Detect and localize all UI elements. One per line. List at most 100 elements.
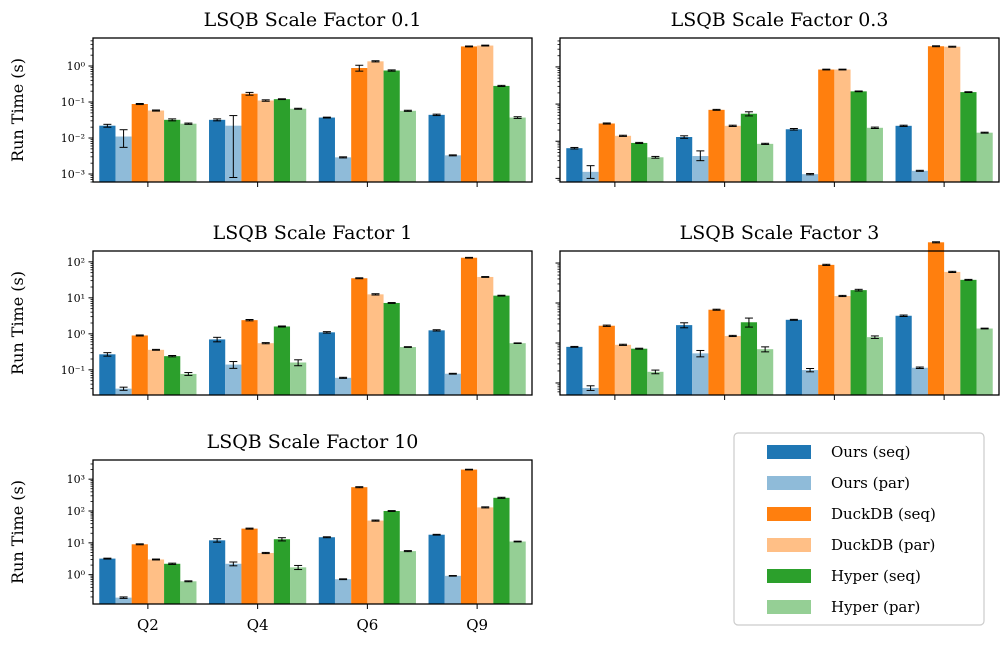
legend-swatch [767,507,811,521]
bar [785,129,802,182]
bar [598,123,615,182]
y-tick-label: 10⁰ [67,569,86,582]
bar [399,110,416,182]
legend: Ours (seq) Ours (par) DuckDB (seq) DuckD… [733,432,985,626]
chart-panels: LSQB Scale Factor 0.1 Run Time (s) 10⁻³ 10⁻… [8,9,1000,634]
legend-label: Ours (seq) [831,443,910,461]
bar [818,69,835,182]
bar [566,148,583,182]
bar [164,119,181,182]
bar [367,294,384,395]
bar [147,349,165,395]
y-tick-label: 10⁻¹ [61,96,85,109]
bar [318,332,335,395]
bar [460,257,478,395]
legend-swatch [767,476,811,490]
chart-title: LSQB Scale Factor 10 [207,431,419,453]
y-tick-label: 10² [67,505,85,518]
bar [834,69,851,182]
bar [351,487,368,604]
bar [708,109,725,182]
y-axis-label: Run Time (s) [8,58,27,162]
bar [614,135,632,182]
bar [631,142,648,182]
bar [428,114,445,182]
bar [444,575,461,604]
bar [895,125,912,182]
bar [99,125,116,182]
y-axis-label: Run Time (s) [8,480,27,584]
bar [976,132,993,182]
bar [757,349,774,395]
chart-title: LSQB Scale Factor 1 [213,222,413,244]
bar [911,170,928,182]
y-tick-label: 10² [67,256,85,269]
bar [866,127,883,182]
bar [850,290,867,395]
bar [944,271,961,395]
bar [209,339,226,395]
legend-entry: Hyper (par) [767,598,920,616]
bar [509,343,526,395]
bar [351,68,368,182]
bar [460,46,478,182]
bar [164,356,181,395]
bar [257,552,274,604]
bar [209,540,226,604]
bar [241,93,258,182]
y-tick-label: 10⁻³ [61,168,85,181]
bar [131,335,148,395]
bar [944,46,961,182]
bar [801,370,819,395]
bar [241,528,258,604]
bar [740,322,758,395]
bar [399,347,416,395]
bar [180,581,197,604]
bar [383,70,400,182]
bar [334,157,352,182]
bar [960,279,977,395]
bar [676,137,693,182]
bar [598,325,615,395]
bar [225,563,242,604]
bar [164,563,181,604]
bar [757,143,774,182]
bar [180,123,197,182]
legend-entry: DuckDB (seq) [767,505,936,523]
bar [493,497,510,604]
bar [399,551,416,604]
bar [631,348,648,395]
bar [740,113,758,182]
bar [493,85,510,182]
y-tick-label: 10¹ [67,292,85,305]
bar [131,104,148,182]
bar [209,119,226,182]
bar [180,373,197,395]
y-axis-label: Run Time (s) [8,271,27,375]
bar [318,537,335,604]
legend-swatch [767,445,811,459]
bar [351,278,368,395]
x-tick-label: Q9 [466,616,488,634]
bar [509,541,526,604]
bar [99,558,116,604]
bar [724,125,741,182]
axes-frame [559,250,1000,396]
y-tick-label: 10⁰ [67,328,86,341]
chart-title: LSQB Scale Factor 3 [680,222,880,244]
bar [927,46,945,183]
bar [318,117,335,182]
chart-panel: LSQB Scale Factor 0.3 [555,9,1000,187]
legend-swatch [767,538,811,552]
bar [225,364,242,395]
bar [444,373,461,395]
legend-swatch [767,569,811,583]
x-tick-label: Q6 [356,616,378,634]
bar [647,157,664,182]
bar [273,99,291,182]
chart-panel: LSQB Scale Factor 0.1 Run Time (s) 10⁻³ 10⁻… [8,9,533,187]
legend-entry: Hyper (seq) [767,567,921,585]
legend-label: Hyper (seq) [831,567,921,585]
bar [147,559,165,604]
bar [257,100,274,182]
